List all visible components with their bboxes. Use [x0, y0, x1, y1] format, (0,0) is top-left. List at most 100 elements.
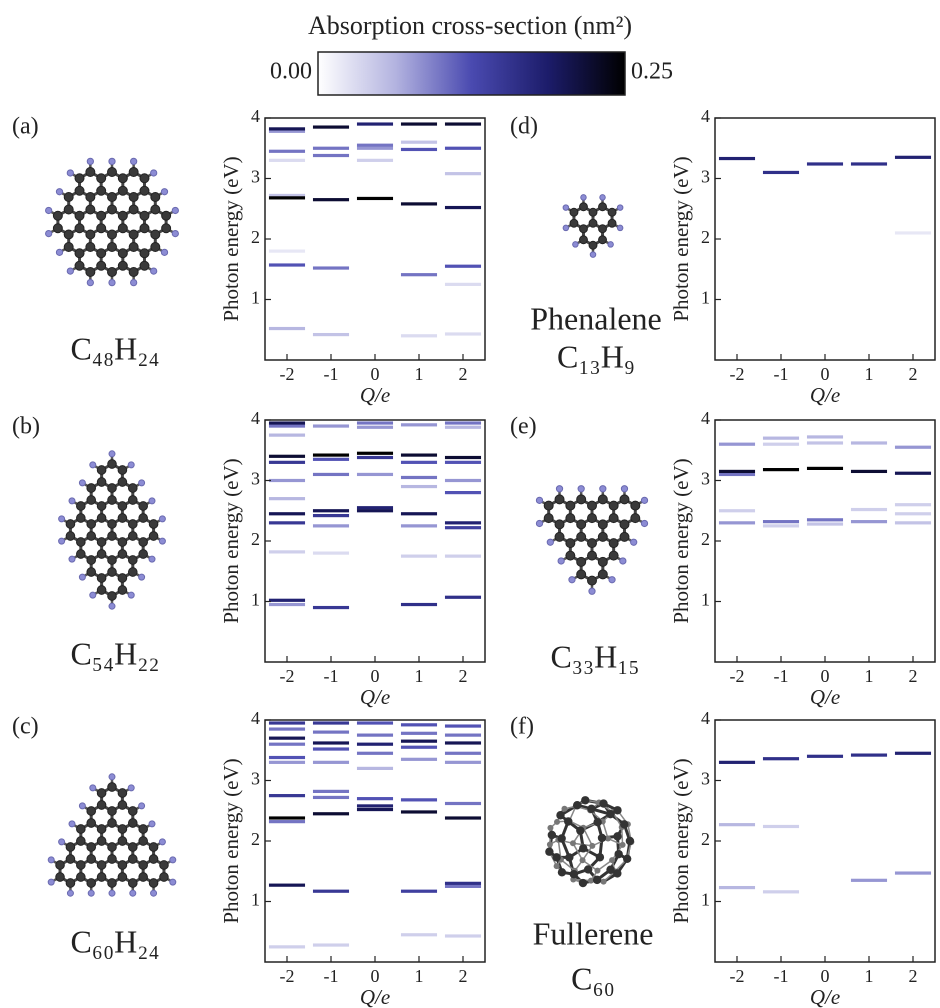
carbon-atom [77, 514, 86, 523]
absorption-line [851, 879, 887, 882]
hydrogen-atom [536, 497, 542, 503]
molecule-formula: C₄₈H₂₄ [70, 330, 159, 366]
absorption-line [313, 721, 349, 724]
absorption-line [313, 424, 349, 427]
carbon-atom [588, 501, 597, 510]
absorption-line [807, 518, 843, 521]
carbon-atom [128, 520, 137, 529]
absorption-line [895, 871, 931, 874]
carbon-atom [544, 501, 553, 510]
carbon-atom [77, 861, 86, 870]
absorption-line [807, 441, 843, 444]
plot-area [269, 721, 481, 948]
absorption-line [313, 943, 349, 946]
carbon-atom [561, 806, 567, 812]
hydrogen-atom [581, 195, 587, 201]
carbon-atom [118, 861, 127, 870]
hydrogen-atom [620, 558, 626, 564]
hydrogen-atom [79, 480, 85, 486]
hydrogen-atom [578, 486, 584, 492]
hydrogen-atom [59, 516, 65, 522]
carbon-atom [86, 193, 95, 202]
absorption-line [269, 327, 305, 330]
absorption-line [895, 521, 931, 524]
hydrogen-atom [149, 556, 155, 562]
carbon-atom [573, 801, 581, 809]
absorption-line [269, 455, 305, 458]
hydrogen-atom [139, 480, 145, 486]
carbon-atom [555, 520, 564, 529]
molecule [48, 774, 176, 896]
absorption-line [445, 734, 481, 737]
hydrogen-atom [59, 538, 65, 544]
carbon-atom [554, 819, 560, 825]
carbon-atom [548, 831, 556, 839]
hydrogen-atom [48, 857, 54, 863]
hydrogen-atom [172, 207, 178, 213]
colorbar-tick-label: 0.25 [631, 59, 673, 85]
absorption-line [313, 154, 349, 157]
hydrogen-atom [69, 556, 75, 562]
absorption-line [445, 752, 481, 755]
carbon-atom [118, 261, 127, 270]
carbon-atom [129, 205, 138, 214]
carbon-atom [580, 225, 588, 233]
absorption-line [269, 761, 305, 764]
absorption-line [269, 150, 305, 153]
absorption-line [269, 743, 305, 746]
absorption-line [401, 524, 437, 527]
absorption-line [401, 148, 437, 151]
carbon-atom [608, 219, 616, 227]
hydrogen-atom [151, 890, 157, 896]
absorption-line [807, 162, 843, 165]
carbon-atom [593, 876, 601, 884]
hydrogen-atom [159, 839, 165, 845]
absorption-line [719, 470, 755, 473]
x-tick-label: 2 [909, 966, 918, 986]
x-tick-label: -1 [774, 966, 789, 986]
carbon-atom [149, 532, 158, 541]
absorption-line [269, 250, 305, 253]
hydrogen-atom [69, 498, 75, 504]
carbon-atom [97, 174, 106, 183]
carbon-atom [556, 811, 564, 819]
x-tick-label: 1 [865, 966, 874, 986]
y-axis-label: Photon energy (eV) [669, 458, 693, 623]
x-tick-label: -1 [774, 666, 789, 686]
carbon-atom [129, 243, 138, 252]
carbon-atom [97, 224, 106, 233]
absorption-line [357, 743, 393, 746]
absorption-line [357, 197, 393, 200]
absorption-line [357, 473, 393, 476]
absorption-line [269, 727, 305, 730]
hydrogen-atom [621, 486, 627, 492]
carbon-atom [140, 224, 149, 233]
x-axis-label: Q/e [810, 985, 840, 1008]
carbon-atom [598, 532, 607, 541]
carbon-atom [151, 230, 160, 239]
absorption-line [851, 520, 887, 523]
absorption-line [445, 283, 481, 286]
x-tick-label: -1 [774, 364, 789, 384]
carbon-atom [545, 848, 553, 856]
hydrogen-atom [109, 280, 115, 286]
carbon-atom [139, 873, 148, 882]
carbon-atom [108, 484, 117, 493]
carbon-atom [77, 538, 86, 547]
carbon-atom [631, 514, 640, 523]
carbon-atom [108, 568, 117, 577]
absorption-line [313, 747, 349, 750]
absorption-line [445, 555, 481, 558]
carbon-atom [87, 532, 96, 541]
plot-frame [715, 118, 935, 360]
carbon-atom [97, 861, 106, 870]
carbon-atom [570, 208, 578, 216]
absorption-line [719, 157, 755, 160]
absorption-line [313, 473, 349, 476]
hydrogen-atom [590, 252, 596, 258]
carbon-atom [601, 879, 607, 885]
molecule-formula: C₅₄H₂₂ [70, 635, 159, 671]
carbon-atom [552, 853, 560, 861]
carbon-atom [580, 857, 586, 863]
panel-label: (f) [510, 714, 534, 740]
